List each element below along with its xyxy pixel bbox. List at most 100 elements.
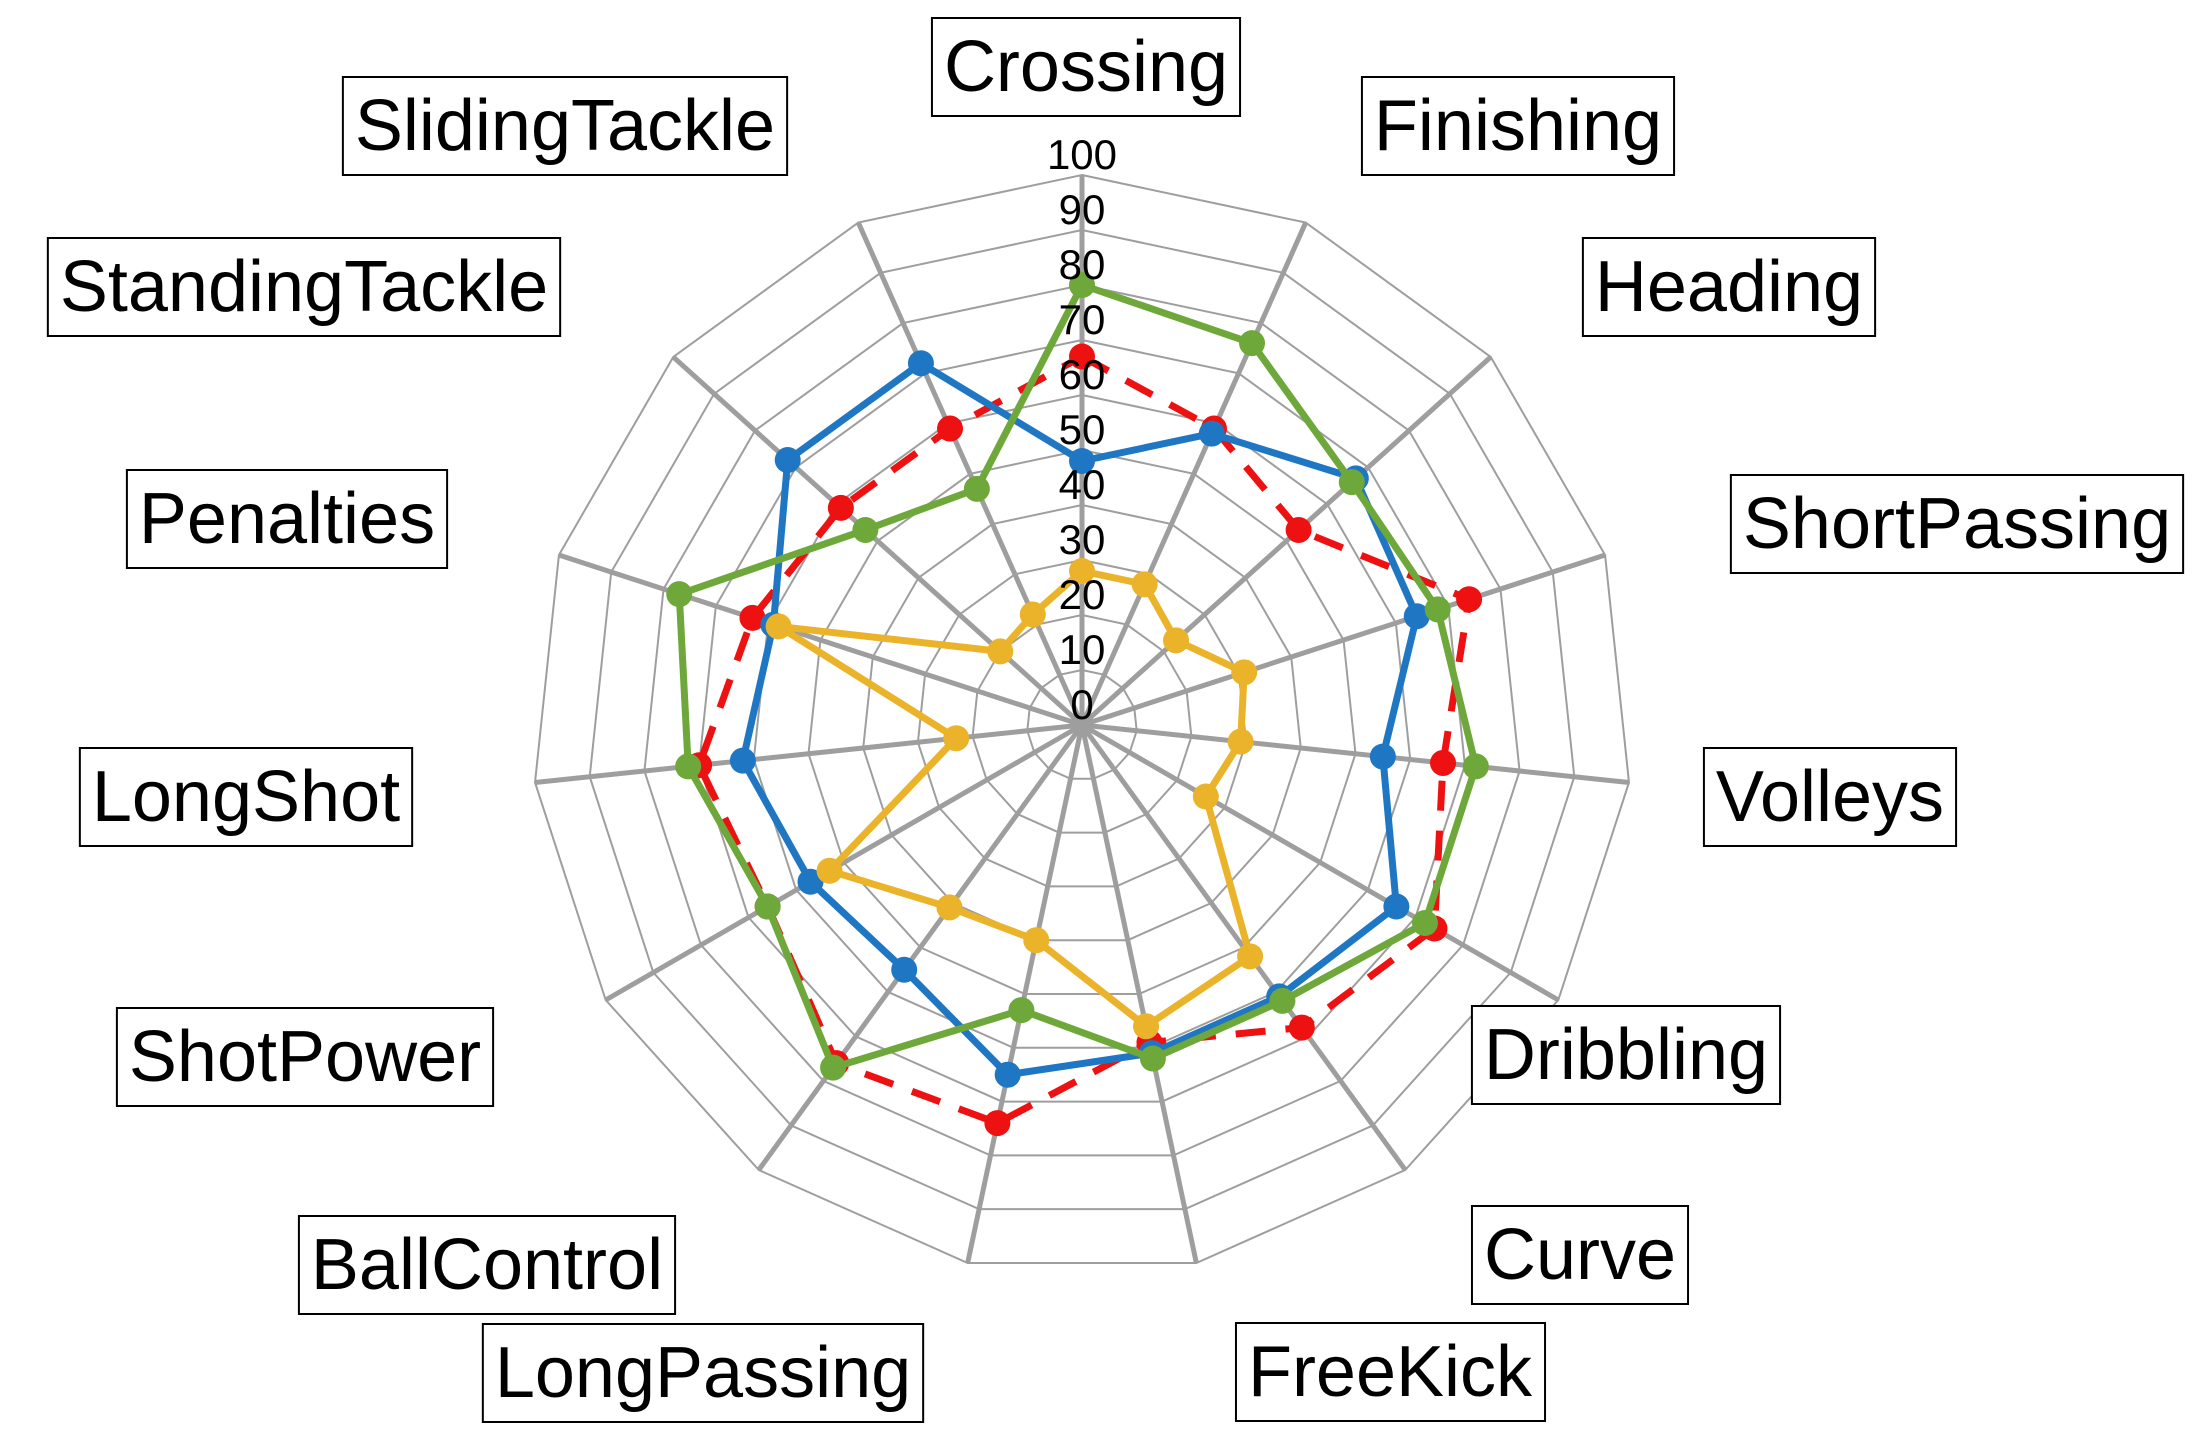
- axis-label-box-shortpassing: [1729, 474, 2185, 574]
- series-2-point-crossing: [1069, 448, 1095, 474]
- spoke-heading: [1080, 355, 1493, 727]
- series-3-point-freekick: [1139, 1045, 1166, 1072]
- series-2-point-dribbling: [1383, 893, 1410, 920]
- series-1-point-curve: [1288, 1014, 1315, 1041]
- series-3-point-volleys: [1462, 753, 1489, 780]
- series-1-point-standingtackle: [827, 494, 854, 521]
- radial-tick-labels: 0 10 20 30 40 50 60 70 80 90 100: [1047, 131, 1117, 728]
- axis-label-box-heading: [1581, 237, 1877, 337]
- series-4-point-curve: [1237, 943, 1264, 970]
- axis-label-text-volleys: Volleys: [1716, 757, 1944, 837]
- tick-label-20: 20: [1059, 571, 1106, 618]
- series-3-point-shortpassing: [1424, 596, 1451, 623]
- tick-label-90: 90: [1059, 186, 1106, 233]
- axis-label-text-dribbling: Dribbling: [1484, 1015, 1768, 1095]
- axis-label-text-finishing: Finishing: [1374, 86, 1662, 166]
- axis-label-box-slidingtackle: [341, 76, 789, 176]
- series-3-point-longshot: [675, 753, 702, 780]
- series-1-point-crossing: [1069, 343, 1095, 370]
- axis-label-standingtackle: StandingTackle: [46, 237, 562, 337]
- series-3-point-ballcontrol: [820, 1054, 847, 1081]
- axis-label-text-heading: Heading: [1595, 247, 1863, 327]
- spoke-longshot: [534, 722, 1083, 785]
- axis-label-box-crossing: [930, 17, 1242, 117]
- axis-label-text-longpassing: LongPassing: [495, 1333, 911, 1413]
- series-4-point-crossing: [1069, 558, 1095, 584]
- series-4-point-finishing: [1131, 571, 1158, 598]
- axis-label-text-curve: Curve: [1484, 1215, 1676, 1295]
- axis-label-penalties: Penalties: [125, 469, 449, 569]
- series-4-point-longpassing: [1023, 927, 1050, 954]
- axis-label-shortpassing: ShortPassing: [1729, 474, 2185, 574]
- series-2-point-slidingtackle: [907, 350, 934, 377]
- series-1-point-penalties: [739, 604, 766, 631]
- series-2-line: [739, 359, 1421, 1079]
- series-3-point-curve: [1269, 987, 1296, 1014]
- series-3-point-longpassing: [1008, 997, 1035, 1024]
- spoke-finishing: [1079, 221, 1308, 727]
- series-2-point-ballcontrol: [891, 956, 918, 983]
- grid-ring-4: [862, 503, 1302, 942]
- spoke-longpassing: [965, 724, 1085, 1264]
- series-4-point-penalties: [765, 613, 792, 640]
- series-2-point-shortpassing: [1403, 603, 1430, 630]
- axis-label-box-shotpower: [115, 1007, 495, 1107]
- spoke-standingtackle: [671, 355, 1084, 727]
- grid-ring-2: [971, 613, 1193, 834]
- series-4-point-freekick: [1133, 1013, 1160, 1040]
- series-3-point-standingtackle: [852, 516, 879, 543]
- axis-label-box-standingtackle: [46, 237, 562, 337]
- axis-label-box-ballcontrol: [297, 1215, 677, 1315]
- spoke-slidingtackle: [856, 221, 1085, 727]
- spoke-penalties: [558, 552, 1083, 728]
- tick-label-60: 60: [1059, 351, 1106, 398]
- series-2-point-standingtackle: [774, 447, 801, 474]
- series-3-point-penalties: [666, 581, 693, 608]
- series-2-point-shotpower: [797, 868, 824, 895]
- axis-label-text-shotpower: ShotPower: [129, 1017, 481, 1097]
- series-4-point-ballcontrol: [936, 894, 963, 921]
- axis-label-text-slidingtackle: SlidingTackle: [355, 86, 775, 166]
- series-2-point-longpassing: [994, 1061, 1021, 1088]
- tick-label-50: 50: [1059, 406, 1106, 453]
- series-4-point-longshot: [943, 725, 970, 752]
- axis-label-box-curve: [1470, 1205, 1690, 1305]
- grid-ring-8: [643, 283, 1521, 1157]
- tick-label-70: 70: [1059, 296, 1106, 343]
- axis-label-box-dribbling: [1470, 1005, 1782, 1105]
- series-3-point-crossing: [1069, 272, 1095, 298]
- spoke-dribbling: [1080, 722, 1560, 1003]
- axis-label-finishing: Finishing: [1360, 76, 1676, 176]
- axis-label-longpassing: LongPassing: [481, 1323, 925, 1423]
- axis-label-shotpower: ShotPower: [115, 1007, 495, 1107]
- series-3-point-dribbling: [1411, 910, 1438, 936]
- series-1-point-shortpassing: [1456, 586, 1483, 613]
- series-4: [765, 558, 1264, 1040]
- tick-label-40: 40: [1059, 461, 1106, 508]
- axis-label-text-longshot: LongShot: [92, 757, 400, 837]
- grid: [533, 173, 1631, 1264]
- tick-label-0: 0: [1070, 681, 1093, 728]
- series-4-point-standingtackle: [987, 638, 1014, 665]
- category-labels: Crossing Finishing Heading ShortPassing Voll…: [46, 17, 2185, 1423]
- tick-label-100: 100: [1047, 131, 1117, 178]
- axis-label-text-crossing: Crossing: [944, 27, 1228, 107]
- series-layer: [666, 272, 1489, 1137]
- axis-label-text-freekick: FreeKick: [1248, 1332, 1533, 1412]
- axis-label-crossing: Crossing: [930, 17, 1242, 117]
- tick-label-30: 30: [1059, 516, 1106, 563]
- series-1-line: [695, 353, 1473, 1127]
- axis-label-box-freekick: [1234, 1322, 1547, 1422]
- tick-label-10: 10: [1059, 626, 1106, 673]
- series-2: [729, 350, 1430, 1088]
- series-4-point-shotpower: [816, 857, 843, 884]
- series-3-point-slidingtackle: [963, 475, 990, 502]
- series-1-point-volleys: [1430, 749, 1457, 776]
- axis-label-volleys: Volleys: [1702, 747, 1958, 847]
- axis-label-freekick: FreeKick: [1234, 1322, 1547, 1422]
- axis-label-text-penalties: Penalties: [139, 479, 435, 559]
- series-1-point-longpassing: [984, 1110, 1011, 1137]
- axis-label-heading: Heading: [1581, 237, 1877, 337]
- grid-ring-6: [752, 393, 1412, 1049]
